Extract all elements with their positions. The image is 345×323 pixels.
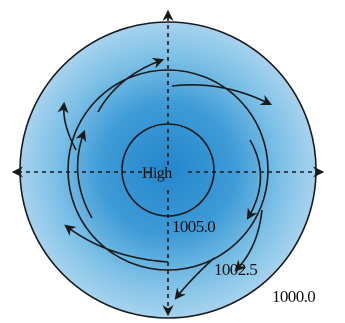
flow-arrow-top: [97, 57, 165, 113]
flow-arrow-bottom: [174, 257, 215, 300]
flow-arrow-bottom-right: [234, 209, 263, 272]
flow-arrow-top-right: [171, 84, 273, 106]
isobar-label-1000: 1000.0: [272, 287, 315, 306]
flow-arrow-right: [246, 139, 262, 220]
flow-arrow-bottom-left: [64, 224, 169, 263]
isobar-label-1005: 1005.0: [172, 217, 215, 236]
flow-arrow-upper-left: [57, 101, 77, 151]
flow-arrow-left: [75, 129, 93, 219]
isobar-label-1002: 1002.5: [214, 260, 257, 279]
center-label: High: [142, 165, 172, 182]
